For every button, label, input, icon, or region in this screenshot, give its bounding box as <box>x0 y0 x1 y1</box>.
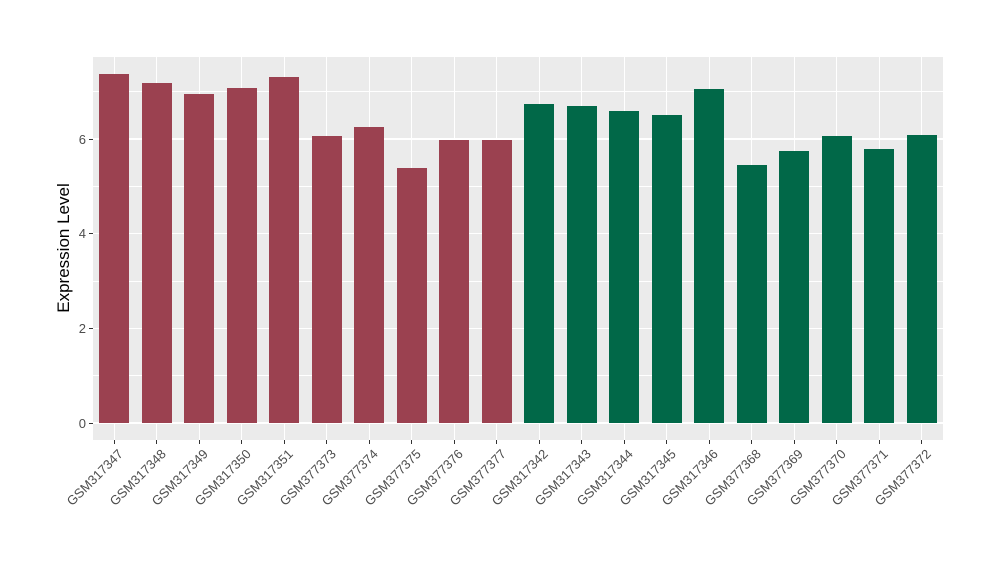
bar <box>439 139 470 423</box>
gridline-minor <box>93 280 943 282</box>
x-tick-mark <box>793 440 795 444</box>
bar <box>269 76 300 423</box>
bar <box>311 135 342 423</box>
x-tick-mark <box>198 440 200 444</box>
y-tick-mark <box>89 138 93 140</box>
bar <box>609 111 640 423</box>
x-tick-mark <box>368 440 370 444</box>
x-tick-mark <box>496 440 498 444</box>
bar <box>99 74 130 423</box>
x-tick-mark <box>623 440 625 444</box>
bar <box>184 94 215 423</box>
bar <box>906 135 937 423</box>
bar <box>821 135 852 423</box>
x-tick-mark <box>921 440 923 444</box>
y-tick-mark <box>89 233 93 235</box>
gridline-minor <box>93 185 943 187</box>
y-axis-title: Expression Level <box>54 183 73 313</box>
bar <box>226 88 257 423</box>
x-tick-mark <box>666 440 668 444</box>
x-tick-mark <box>241 440 243 444</box>
bar <box>736 165 767 423</box>
bar <box>694 88 725 423</box>
y-tick-mark <box>89 327 93 329</box>
bar <box>651 114 682 423</box>
y-tick-mark <box>89 422 93 424</box>
x-tick-mark <box>411 440 413 444</box>
x-tick-mark <box>113 440 115 444</box>
x-tick-mark <box>708 440 710 444</box>
plot-panel <box>93 57 943 440</box>
y-tick-label: 6 <box>78 131 86 147</box>
x-tick-mark <box>581 440 583 444</box>
bar <box>396 168 427 423</box>
bar <box>566 105 597 423</box>
x-tick-mark <box>836 440 838 444</box>
x-tick-mark <box>156 440 158 444</box>
gridline-minor <box>93 91 943 93</box>
x-tick-mark <box>283 440 285 444</box>
x-tick-mark <box>326 440 328 444</box>
bar <box>779 151 810 423</box>
x-tick-mark <box>751 440 753 444</box>
bar <box>524 103 555 423</box>
x-tick-mark <box>878 440 880 444</box>
bar <box>141 83 172 423</box>
gridline-minor <box>93 375 943 377</box>
y-tick-label: 0 <box>78 415 86 431</box>
bar <box>864 149 895 423</box>
gridline-major <box>93 327 943 330</box>
x-tick-mark <box>453 440 455 444</box>
gridline-major <box>93 232 943 235</box>
gridline-major <box>93 422 943 424</box>
bar <box>354 126 385 423</box>
bar <box>481 139 512 423</box>
y-tick-label: 4 <box>78 226 86 242</box>
x-tick-mark <box>538 440 540 444</box>
gridline-major <box>93 138 943 140</box>
y-tick-label: 2 <box>78 320 86 336</box>
